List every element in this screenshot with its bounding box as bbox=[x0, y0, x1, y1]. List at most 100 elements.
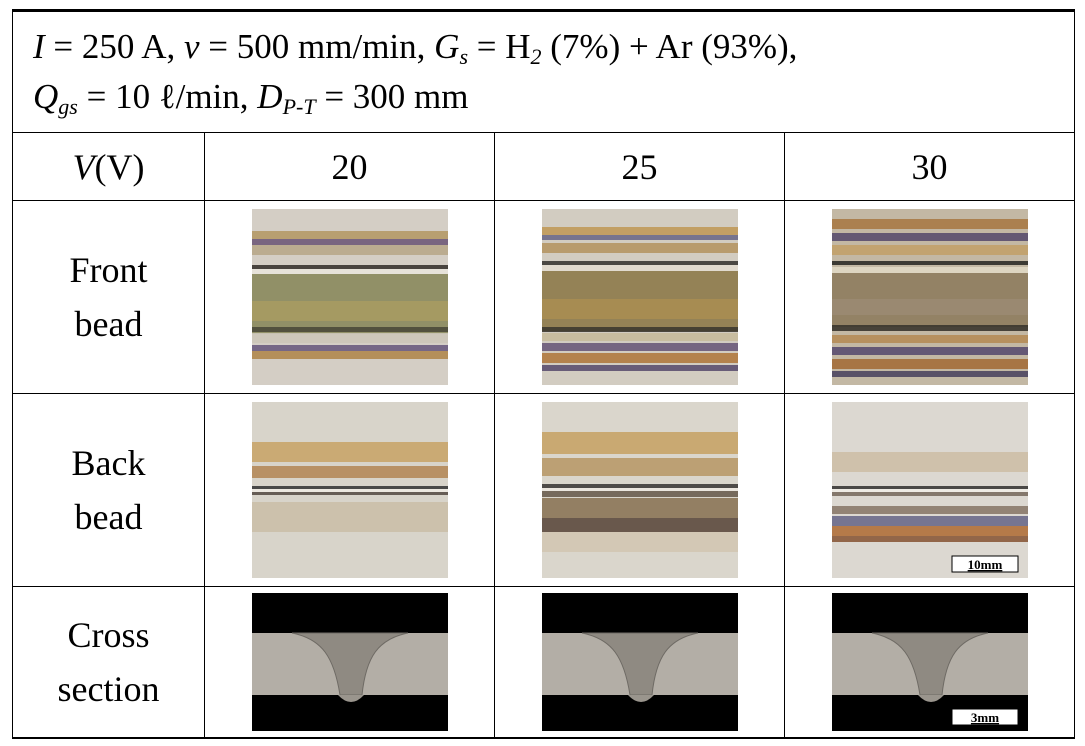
surface-band bbox=[251, 245, 448, 255]
weld-image bbox=[251, 209, 448, 385]
row-label: Cross section bbox=[57, 615, 160, 709]
text: = 250 A, bbox=[44, 27, 184, 66]
image-cell bbox=[784, 200, 1075, 394]
row-label: Back bead bbox=[71, 443, 146, 537]
weld-image: 10mm bbox=[831, 402, 1028, 578]
text: = 300 mm bbox=[315, 77, 469, 116]
surface-band bbox=[251, 269, 448, 274]
surface-band bbox=[831, 261, 1028, 265]
surface-band bbox=[541, 353, 738, 363]
row-label-cell: Front bead bbox=[12, 200, 205, 394]
surface-band bbox=[541, 265, 738, 271]
header-line: I = 250 A, v = 500 mm/min, Gs = H2 (7%) … bbox=[33, 22, 1074, 72]
symbol: I bbox=[33, 27, 45, 66]
subscript: s bbox=[459, 44, 468, 69]
surface-band bbox=[251, 489, 448, 492]
surface-band bbox=[251, 466, 448, 478]
scale-box bbox=[951, 708, 1018, 726]
surface-band bbox=[251, 333, 448, 343]
surface-band bbox=[831, 299, 1028, 315]
subscript: 2 bbox=[530, 44, 542, 69]
text: = 500 mm/min, bbox=[199, 27, 435, 66]
scale-label: 3mm bbox=[970, 710, 998, 725]
weld-image bbox=[541, 593, 738, 731]
surface-band bbox=[831, 486, 1028, 489]
surface-band bbox=[831, 267, 1028, 273]
header-cell: I = 250 A, v = 500 mm/min, Gs = H2 (7%) … bbox=[12, 9, 1075, 133]
row-label-cell: Back bead bbox=[12, 393, 205, 587]
weld-image bbox=[541, 209, 738, 385]
surface-band bbox=[831, 219, 1028, 229]
surface-band bbox=[541, 327, 738, 332]
surface-band bbox=[251, 239, 448, 245]
text: = 10 ℓ/min, bbox=[77, 77, 258, 116]
surface-band bbox=[541, 432, 738, 454]
surface-band bbox=[541, 227, 738, 235]
symbol: G bbox=[434, 27, 460, 66]
surface-band bbox=[831, 245, 1028, 255]
surface-band bbox=[251, 351, 448, 359]
surface-band bbox=[541, 498, 738, 518]
surface-band bbox=[831, 516, 1028, 526]
surface-band bbox=[251, 442, 448, 462]
column-header: 20 bbox=[204, 132, 495, 201]
surface-band bbox=[541, 261, 738, 265]
surface-band bbox=[541, 458, 738, 476]
surface-band bbox=[831, 506, 1028, 514]
root bbox=[917, 695, 944, 702]
weld-image bbox=[251, 593, 448, 731]
header-line: Qgs = 10 ℓ/min, DP-T = 300 mm bbox=[33, 72, 1074, 122]
image-cell bbox=[204, 200, 495, 394]
surface-band bbox=[541, 532, 738, 552]
symbol: Q bbox=[33, 77, 59, 116]
surface-band bbox=[831, 526, 1028, 536]
weld-image: 3mm bbox=[831, 593, 1028, 731]
column-header: 30 bbox=[784, 132, 1075, 201]
surface-band bbox=[251, 231, 448, 239]
scale-box bbox=[951, 555, 1018, 573]
surface-band bbox=[541, 235, 738, 240]
root bbox=[337, 695, 364, 702]
surface-band bbox=[831, 347, 1028, 355]
image-cell bbox=[494, 393, 785, 587]
weld-image bbox=[541, 402, 738, 578]
surface-band bbox=[541, 343, 738, 351]
surface-band bbox=[831, 489, 1028, 492]
subscript: P-T bbox=[282, 94, 316, 119]
image-cell: 10mm bbox=[784, 393, 1075, 587]
surface-band bbox=[541, 299, 738, 319]
text: = H bbox=[468, 27, 531, 66]
subscript: gs bbox=[58, 94, 78, 119]
surface-band bbox=[831, 325, 1028, 331]
surface-band bbox=[831, 371, 1028, 377]
image-cell bbox=[204, 393, 495, 587]
weld-image bbox=[251, 402, 448, 578]
table: I = 250 A, v = 500 mm/min, Gs = H2 (7%) … bbox=[12, 9, 1075, 739]
weld-image bbox=[831, 209, 1028, 385]
surface-band bbox=[541, 491, 738, 497]
image-cell bbox=[494, 200, 785, 394]
column-header: 25 bbox=[494, 132, 785, 201]
surface-band bbox=[831, 233, 1028, 241]
surface-band bbox=[831, 335, 1028, 343]
surface-band bbox=[251, 486, 448, 489]
symbol: D bbox=[257, 77, 283, 116]
surface-band bbox=[251, 265, 448, 269]
image-cell bbox=[204, 586, 495, 739]
surface-band bbox=[831, 536, 1028, 542]
surface-band bbox=[541, 365, 738, 371]
surface-band bbox=[541, 484, 738, 488]
row-label-cell: Cross section bbox=[12, 586, 205, 739]
surface-band bbox=[251, 492, 448, 495]
root bbox=[627, 695, 654, 702]
surface-band bbox=[831, 452, 1028, 472]
column-label-cell: V (V) bbox=[12, 132, 205, 201]
surface-band bbox=[541, 333, 738, 341]
scale-label: 10mm bbox=[967, 557, 1002, 572]
row-label: Front bead bbox=[69, 250, 148, 344]
symbol: v bbox=[184, 27, 200, 66]
surface-band bbox=[251, 345, 448, 351]
surface-band bbox=[541, 243, 738, 253]
surface-band bbox=[831, 359, 1028, 369]
